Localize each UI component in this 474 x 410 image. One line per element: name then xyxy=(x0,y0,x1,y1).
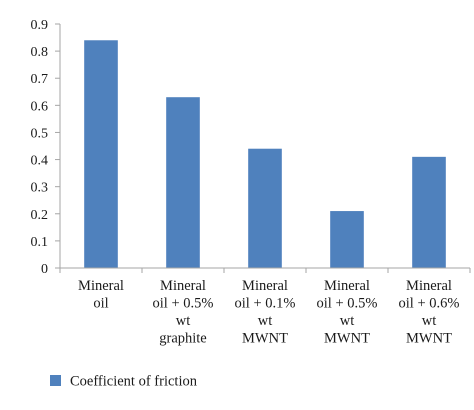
x-category-label: Mineral oil + 0.1% wt MWNT xyxy=(235,278,296,347)
y-tick-label: 0.5 xyxy=(31,126,49,141)
y-tick-label: 0.4 xyxy=(31,154,49,169)
legend-swatch xyxy=(50,375,61,386)
x-category-label: Mineral oil + 0.6% wt MWNT xyxy=(399,278,460,347)
x-category-label: Mineral oil xyxy=(78,278,124,312)
bar xyxy=(248,148,282,268)
x-category-label: Mineral oil + 0.5% wt graphite xyxy=(153,278,214,347)
bar xyxy=(330,211,364,268)
bars xyxy=(84,40,446,269)
bar xyxy=(84,40,118,269)
axes xyxy=(59,24,471,273)
y-tick-label: 0.3 xyxy=(31,181,49,196)
bar xyxy=(166,97,200,268)
x-axis-category-labels: Mineral oil Mineral oil + 0.5% wt graphite Min… xyxy=(78,278,459,347)
y-tick-label: 0.7 xyxy=(31,72,49,87)
bar xyxy=(412,156,446,268)
y-tick-label: 0.1 xyxy=(31,235,49,250)
y-tick-label: 0.8 xyxy=(31,45,49,60)
y-tick-label: 0.2 xyxy=(31,208,49,223)
legend-label: Coefficient of friction xyxy=(70,374,198,390)
y-axis-ticks: 0 0.1 0.2 0.3 0.4 0.5 0.6 0.7 0.8 0.9 xyxy=(31,18,60,277)
y-tick-label: 0.9 xyxy=(31,18,49,33)
legend: Coefficient of friction xyxy=(50,374,198,390)
y-tick-label: 0.6 xyxy=(31,99,49,114)
y-tick-label: 0 xyxy=(41,262,48,277)
x-category-label: Mineral oil + 0.5% wt MWNT xyxy=(317,278,378,347)
